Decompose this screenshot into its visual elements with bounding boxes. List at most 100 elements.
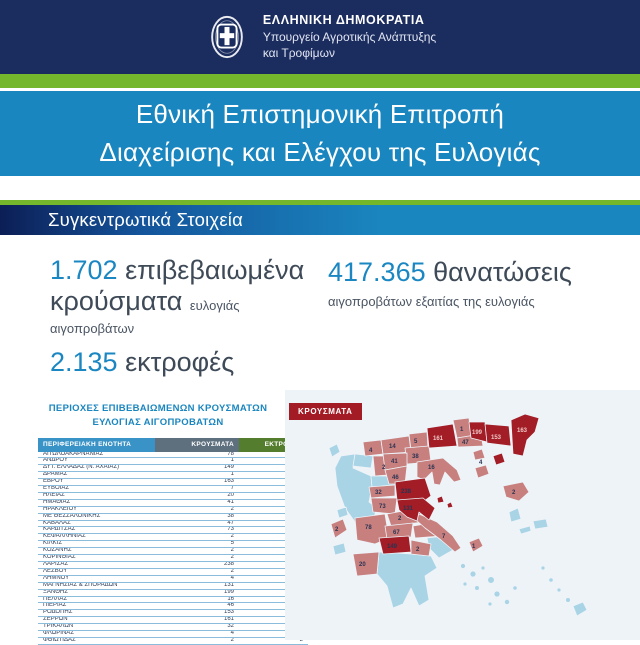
region-larisa (394, 477, 432, 503)
cases-cell: 73 (155, 526, 239, 535)
region-name-cell: ΑΙΤΩΛΟΑΚΑΡΝΑΝΙΑΣ (38, 451, 155, 459)
map-label-aitoloakarnania: 78 (365, 525, 372, 531)
greece-choropleth-map: 4 14 5 161 1 47 199 153 163 38 41 46 16 … (328, 413, 588, 617)
cases-cell: 161 (155, 616, 239, 625)
table-title: ΠΕΡΙΟΧΕΣ ΕΠΙΒΕΒΑΙΩΜΕΝΩΝ ΚΡΟΥΣΜΑΤΩΝ ΕΥΛΟΓ… (38, 402, 278, 431)
region-name-cell: ΚΟΡΙΝΘΙΑΣ (38, 554, 155, 562)
table-row: ΚΑΒΑΛΑΣ 47 58 (38, 520, 308, 528)
map-label-andros: 1 (472, 544, 476, 550)
cases-cell: 163 (155, 478, 239, 487)
table-row: ΠΙΕΡΙΑΣ 46 61 (38, 602, 308, 611)
region-name-cell: ΕΥΒΟΙΑΣ (38, 485, 155, 493)
green-stripe (0, 74, 640, 88)
section-bar-label: Συγκεντρωτικά Στοιχεία (48, 209, 244, 230)
stat-deaths: 417.365 θανατώσεις αιγοπροβάτων εξαιτίας… (328, 257, 628, 309)
region-name-cell: ΔΡΑΜΑΣ (38, 471, 155, 480)
column-header-cases: ΚΡΟΥΣΜΑΤΑ (155, 437, 239, 452)
white-gap (0, 176, 640, 200)
map-label-evia: 7 (442, 534, 446, 540)
cyclades-island (460, 563, 466, 569)
white-separator (0, 88, 640, 91)
cases-cell: 5 (155, 540, 239, 549)
map-label-pieria: 46 (392, 475, 399, 481)
map-label-xanthi: 199 (472, 430, 483, 436)
regions-table-block: ΠΕΡΙΟΧΕΣ ΕΠΙΒΕΒΑΙΩΜΕΝΩΝ ΚΡΟΥΣΜΑΤΩΝ ΕΥΛΟΓ… (38, 402, 308, 645)
map-label-fokida: 67 (393, 530, 400, 536)
region-fokida (384, 522, 414, 540)
region-samos (532, 518, 549, 530)
table-row: ΚΕΦΑΛΛΗΝΙΑΣ 2 2 (38, 533, 308, 542)
cases-cell: 149 (155, 464, 239, 473)
map-label-lesvos: 2 (512, 490, 516, 496)
region-name-cell: ΣΕΡΡΩΝ (38, 616, 155, 625)
cases-cell: 1 (155, 457, 239, 466)
region-trikala (368, 484, 396, 499)
ministry-line1: Υπουργείο Αγροτικής Ανάπτυξης (262, 29, 437, 44)
table-row: ΗΜΑΘΙΑΣ 41 51 (38, 499, 308, 507)
map-label-imathia: 41 (391, 459, 398, 465)
region-rodopi (484, 423, 512, 447)
stat-farms: 2.135 εκτροφές (50, 347, 234, 378)
cases-cell: 2 (155, 547, 239, 556)
region-name-cell: ΕΒΡΟΥ (38, 478, 155, 487)
map-label-achaia: 149 (387, 544, 398, 550)
cases-cell: 2 (155, 533, 239, 542)
region-achaia (378, 535, 412, 555)
map-label-kefallinia: 2 (335, 527, 339, 533)
cyclades-island (487, 601, 493, 607)
table-row: ΚΙΛΚΙΣ 5 5 (38, 540, 308, 549)
map-label-serres: 161 (433, 436, 444, 442)
table-row: ΑΝΔΡΟΥ 1 1 (38, 457, 308, 466)
map-label-florina: 4 (369, 448, 373, 454)
region-limnos (474, 464, 490, 479)
dodecanese-island (565, 597, 571, 603)
map-label-larisa: 238 (401, 489, 412, 495)
map-label-kavala: 47 (462, 440, 469, 446)
region-name-cell: ΦΛΩΡΙΝΑΣ (38, 630, 155, 638)
region-name-cell: ΞΑΝΘΗΣ (38, 589, 155, 597)
map-label-trikala: 32 (375, 490, 382, 496)
region-name-cell: ΛΕΣΒΟΥ (38, 568, 155, 576)
table-title-line2: ΕΥΛΟΓΙΑΣ ΑΙΓΟΠΡΟΒΑΤΩΝ (92, 417, 224, 429)
region-name-cell: ΗΡΑΚΛΕΙΟΥ (38, 506, 155, 514)
region-name-cell: ΜΑΓΝΗΣΙΑΣ & ΣΠΟΡΑΔΩΝ (38, 582, 155, 590)
map-label-ileia: 20 (359, 562, 366, 568)
table-row: ΜΕ ΘΕΣΣΑΛΟΝΙΚΗΣ 38 56 (38, 513, 308, 521)
region-magnisia (396, 497, 436, 522)
deaths-label: θανατώσεις (433, 257, 572, 287)
map-label-pella: 14 (389, 444, 396, 450)
region-corfu (328, 443, 341, 458)
committee-title-line1: Εθνική Επιστημονική Επιτροπή (135, 98, 505, 129)
dodecanese-island (548, 577, 554, 583)
region-evia (415, 513, 462, 553)
table-row: ΚΟΡΙΝΘΙΑΣ 2 2 (38, 554, 308, 562)
cases-small-inline: ευλογιάς (189, 298, 240, 314)
region-name-cell: ΚΑΡΔΙΤΣΑΣ (38, 526, 155, 535)
deaths-sub: αιγοπροβάτων εξαιτίας της ευλογιάς (328, 294, 535, 310)
cases-cell: 7 (155, 485, 239, 493)
committee-title-line2: Διαχείρισης και Ελέγχου της Ευλογιάς (99, 136, 541, 167)
dodecanese-island (540, 565, 546, 571)
table-row: ΛΑΡΙΣΑΣ 238 342 (38, 561, 308, 569)
region-samothraki (492, 452, 506, 466)
region-kefallinia (330, 518, 348, 539)
map-label-magnisia: 131 (403, 506, 414, 512)
government-header: ΕΛΛΗΝΙΚΗ ΔΗΜΟΚΡΑΤΙΑ Υπουργείο Αγροτικής … (0, 0, 640, 74)
table-row: ΕΥΒΟΙΑΣ 7 8 (38, 485, 308, 493)
cases-cell: 16 (155, 596, 239, 604)
region-name-cell: ΗΛΕΙΑΣ (38, 492, 155, 500)
cases-cell: 20 (155, 492, 239, 500)
table-row: ΗΛΕΙΑΣ 20 13 (38, 492, 308, 500)
cases-small-below: αιγοπροβάτων (50, 321, 135, 337)
cases-cell: 238 (155, 561, 239, 569)
region-name-cell: ΚΟΖΑΝΗΣ (38, 547, 155, 556)
bottom-section: ΠΕΡΙΟΧΕΣ ΕΠΙΒΕΒΑΙΩΜΕΝΩΝ ΚΡΟΥΣΜΑΤΩΝ ΕΥΛΟΓ… (0, 390, 640, 645)
greek-republic-emblem-icon (211, 15, 243, 59)
map-label-thessaloniki: 38 (412, 454, 419, 460)
map-label-evros: 163 (517, 428, 528, 434)
map-label-chalkidiki: 16 (428, 465, 435, 471)
stat-confirmed-cases: 1.702 επιβεβαιωμένα κρούσματα ευλογιάς α… (50, 255, 315, 336)
region-name-cell: ΚΕΦΑΛΛΗΝΙΑΣ (38, 533, 155, 542)
region-andros (468, 537, 484, 553)
table-row: ΤΡΙΚΑΛΩΝ 32 45 (38, 623, 308, 632)
